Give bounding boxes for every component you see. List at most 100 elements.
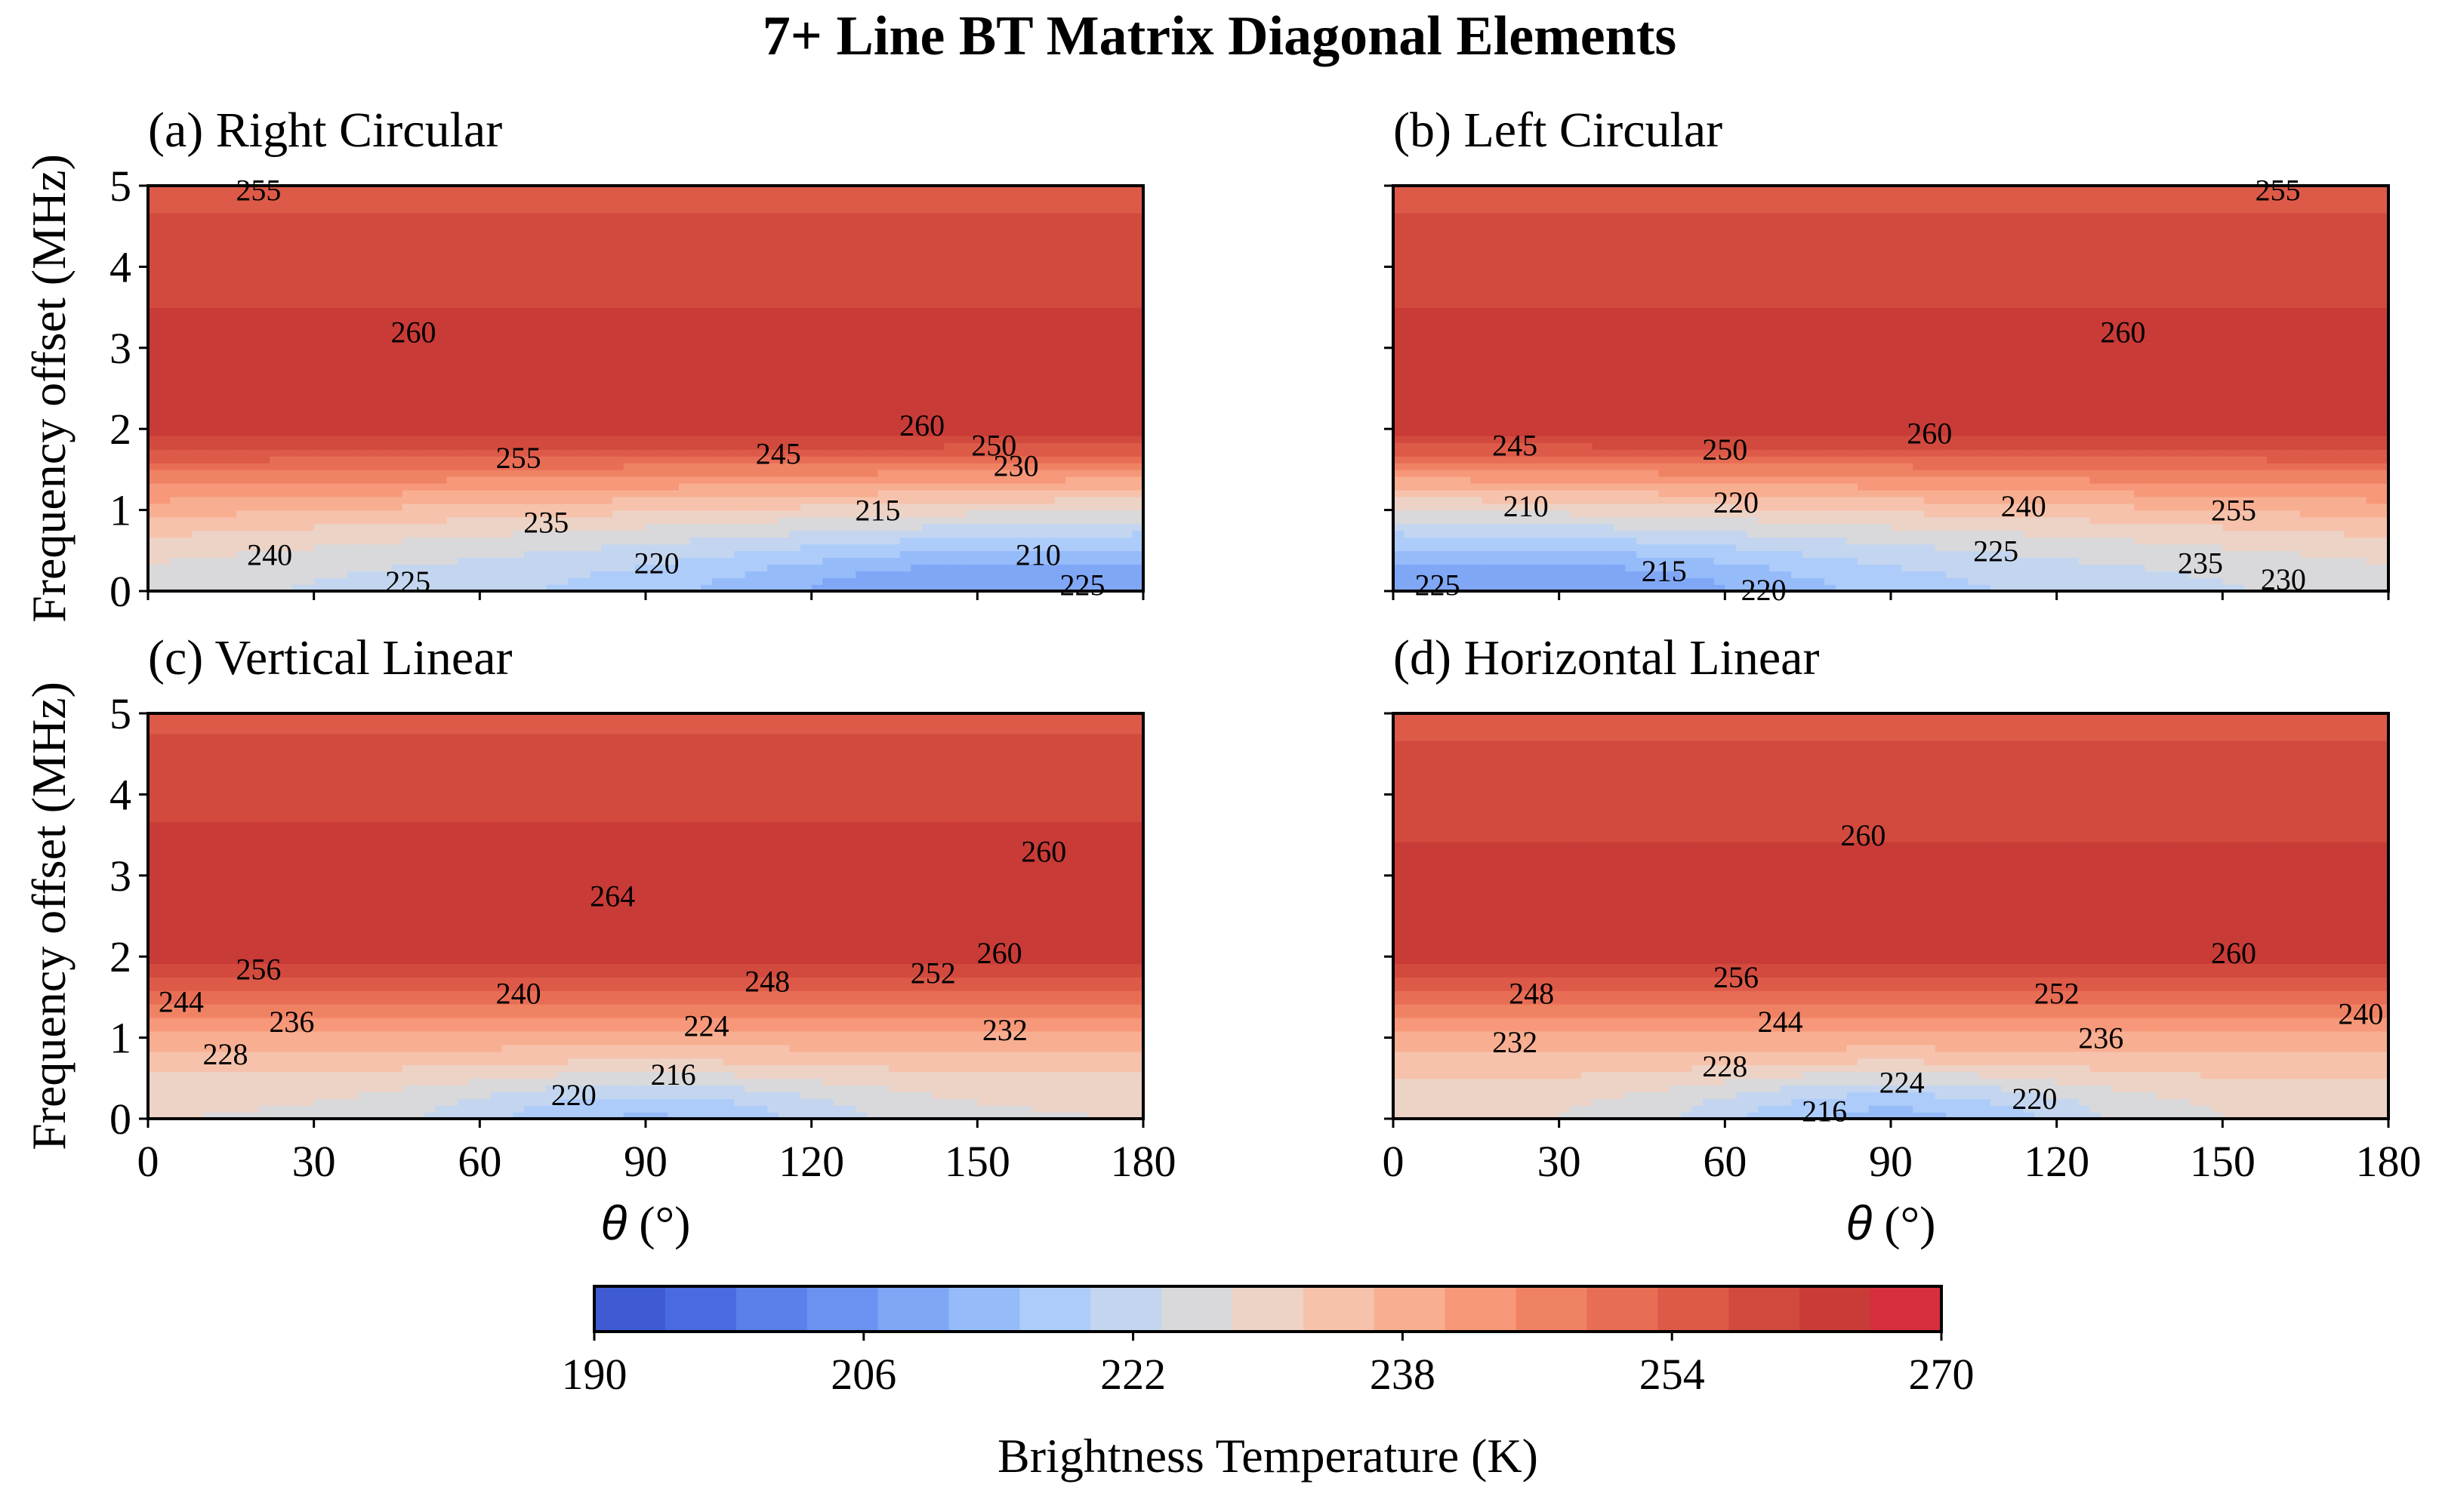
contour-label: 245: [756, 436, 801, 470]
contour-label: 225: [1060, 568, 1105, 602]
panel-title: (d) Horizontal Linear: [1393, 630, 1819, 685]
y-tick-label: 5: [109, 162, 131, 211]
contour-label: 216: [651, 1058, 696, 1092]
contour-label: 260: [977, 936, 1022, 970]
contour-label: 220: [551, 1078, 597, 1112]
filled-contour: [1393, 713, 2388, 1119]
contour-label: 216: [1802, 1094, 1847, 1128]
contour-label: 255: [496, 441, 541, 475]
contour-label: 260: [899, 408, 945, 442]
contour-label: 256: [1713, 960, 1759, 994]
contour-label: 260: [391, 315, 436, 349]
colorbar-segment: [806, 1286, 879, 1332]
x-tick-label: 0: [1383, 1137, 1405, 1186]
contour-label: 236: [2078, 1021, 2123, 1055]
colorbar-segment: [1586, 1286, 1659, 1332]
colorbar-segment: [877, 1286, 950, 1332]
contour-label: 255: [2211, 494, 2256, 528]
contour-label: 215: [856, 494, 901, 528]
contour-label: 235: [2178, 546, 2223, 580]
colorbar-segment: [1303, 1286, 1375, 1332]
y-axis-label: Frequency offset (MHz): [22, 682, 76, 1150]
contour-label: 252: [2034, 977, 2080, 1011]
panel-d: 260 260 248 256 252 244 240 232 236 228 224 220 216 (…: [1383, 630, 2422, 1250]
colorbar-segment: [1799, 1286, 1871, 1332]
contour-label: 255: [236, 173, 281, 207]
contour-label: 224: [1879, 1066, 1925, 1100]
x-tick-label: 60: [1703, 1137, 1747, 1186]
filled-contour: [1393, 186, 2388, 591]
contour-label: 228: [203, 1037, 248, 1071]
contour-label: 256: [236, 952, 281, 986]
colorbar-frame: [593, 1285, 1943, 1333]
colorbar-tick-label: 190: [562, 1350, 627, 1399]
contour-label: 240: [247, 538, 292, 572]
y-tick-label: 2: [109, 405, 131, 454]
contour-label: 240: [496, 977, 541, 1011]
colorbar: 190 206 222 238 254 270 Brightness Temperature…: [562, 1285, 1975, 1483]
x-tick-label: 30: [1537, 1137, 1581, 1186]
colorbar-segment: [1870, 1286, 1942, 1332]
x-tick-label: 180: [1111, 1137, 1176, 1186]
colorbar-segment: [594, 1286, 666, 1332]
contour-label: 252: [911, 956, 956, 990]
contour-label: 240: [2338, 996, 2383, 1030]
y-tick-label: 4: [109, 242, 131, 291]
contour-label: 210: [1016, 538, 1061, 572]
y-tick-label: 3: [109, 324, 131, 373]
contour-label: 260: [1840, 818, 1886, 852]
contour-label: 236: [269, 1005, 314, 1039]
colorbar-segment: [1019, 1286, 1091, 1332]
filled-contour: [148, 186, 1143, 591]
contour-label: 255: [2256, 173, 2301, 207]
colorbar-segment: [948, 1286, 1020, 1332]
colorbar-tick-label: 222: [1100, 1350, 1166, 1399]
contour-label: 225: [385, 565, 430, 599]
colorbar-segment: [1232, 1286, 1304, 1332]
contour-label: 215: [1642, 554, 1687, 588]
contour-label: 235: [523, 506, 569, 540]
y-tick-label: 0: [109, 1095, 131, 1144]
y-tick-label: 1: [109, 486, 131, 535]
colorbar-segment: [1728, 1286, 1800, 1332]
contour-label: 250: [1702, 433, 1747, 467]
colorbar-segment: [735, 1286, 808, 1332]
contour-label: 230: [994, 449, 1039, 483]
y-axis-label: Frequency offset (MHz): [22, 154, 76, 623]
contour-label: 260: [1021, 835, 1066, 869]
colorbar-segment: [664, 1286, 737, 1332]
x-tick-label: 90: [1869, 1137, 1913, 1186]
panel-title: (b) Left Circular: [1393, 103, 1722, 158]
y-tick-label: 5: [109, 689, 131, 738]
contour-label: 225: [1973, 534, 2018, 568]
x-tick-label: 120: [2024, 1137, 2089, 1186]
contour-label: 248: [745, 964, 790, 998]
x-axis-label: θ (°): [601, 1196, 691, 1250]
contour-label: 244: [1758, 1005, 1803, 1039]
contour-label: 220: [1713, 485, 1759, 519]
contour-label: 232: [1492, 1025, 1537, 1059]
y-tick-label: 3: [109, 851, 131, 901]
colorbar-tick-label: 254: [1639, 1350, 1705, 1399]
contour-label: 260: [1907, 417, 1952, 451]
contour-label: 232: [982, 1013, 1028, 1047]
x-tick-label: 150: [2190, 1137, 2256, 1186]
panel-title: (c) Vertical Linear: [148, 630, 513, 685]
contour-label: 240: [2001, 489, 2046, 523]
contour-label: 260: [2211, 936, 2256, 970]
contour-label: 264: [590, 879, 635, 913]
x-axis-label: θ (°): [1846, 1196, 1936, 1250]
colorbar-tick-label: 270: [1909, 1350, 1975, 1399]
contour-label: 245: [1492, 429, 1537, 463]
x-tick-label: 150: [945, 1137, 1010, 1186]
colorbar-tick-label: 238: [1370, 1350, 1435, 1399]
contour-label: 260: [2101, 315, 2146, 349]
figure-title: 7+ Line BT Matrix Diagonal Elements: [763, 5, 1676, 67]
x-tick-label: 90: [624, 1137, 668, 1186]
contour-label: 220: [634, 546, 680, 580]
